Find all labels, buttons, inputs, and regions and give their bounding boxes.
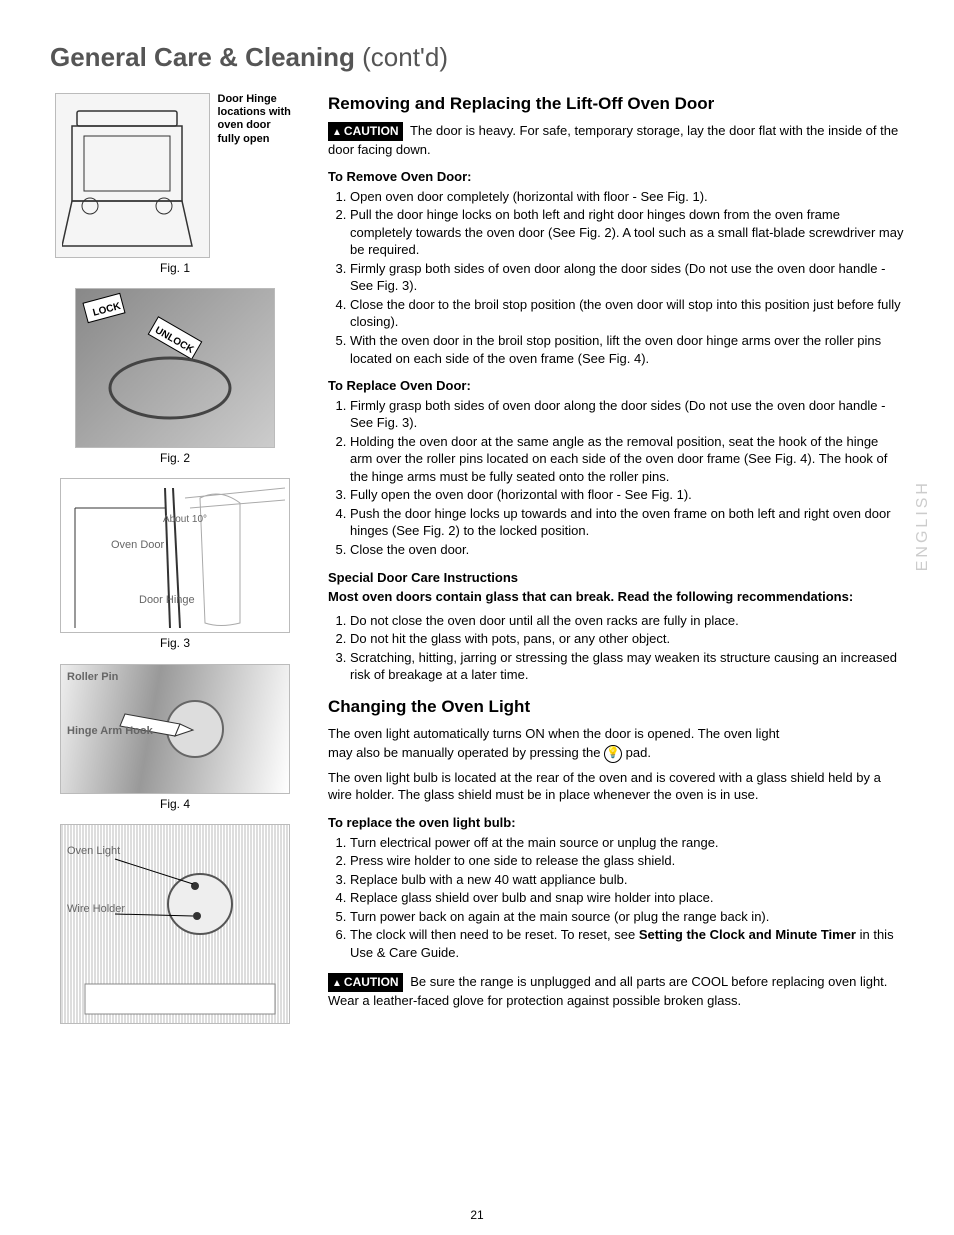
bulb-step6-a: The clock will then need to be reset. To… <box>350 927 639 942</box>
list-item: Replace glass shield over bulb and snap … <box>350 889 904 907</box>
content-columns: Door Hinge locations with oven door full… <box>50 93 904 1036</box>
list-item: Replace bulb with a new 40 watt applianc… <box>350 871 904 889</box>
list-item: Turn power back on again at the main sou… <box>350 908 904 926</box>
light-bulb-icon: 💡 <box>604 745 622 763</box>
special-steps-list: Do not close the oven door until all the… <box>328 612 904 684</box>
bulb-step6-bold: Setting the Clock and Minute Timer <box>639 927 856 942</box>
list-item: Firmly grasp both sides of oven door alo… <box>350 397 904 432</box>
figure-3-caption: Fig. 3 <box>160 635 190 651</box>
section2-p2: may also be manually operated by pressin… <box>328 744 904 763</box>
section2-caution-text: Be sure the range is unplugged and all p… <box>328 974 887 1008</box>
list-item: Fully open the oven door (horizontal wit… <box>350 486 904 504</box>
figure-4: Roller Pin Hinge Arm Hook Fig. 4 <box>50 664 300 812</box>
list-item: Scratching, hitting, jarring or stressin… <box>350 649 904 684</box>
list-item: Push the door hinge locks up towards and… <box>350 505 904 540</box>
section2-caution: CAUTION Be sure the range is unplugged a… <box>328 973 904 1009</box>
figure-1-image <box>55 93 210 258</box>
fig3-doorhinge-label: Door Hinge <box>139 594 195 606</box>
page-number: 21 <box>470 1207 483 1223</box>
replace-steps-list: Firmly grasp both sides of oven door alo… <box>328 397 904 559</box>
section2-p2b: pad. <box>626 745 651 760</box>
list-item: With the oven door in the broil stop pos… <box>350 332 904 367</box>
figure-4-caption: Fig. 4 <box>160 796 190 812</box>
special-bold-text: Most oven doors contain glass that can b… <box>328 588 904 606</box>
fig4-hingearm-label: Hinge Arm Hook <box>67 725 153 737</box>
section1-caution-text: The door is heavy. For safe, temporary s… <box>328 123 898 157</box>
section2-p2a: may also be manually operated by pressin… <box>328 745 604 760</box>
figure-2-image: LOCK UNLOCK <box>75 288 275 448</box>
page-title: General Care & Cleaning (cont'd) <box>50 40 904 75</box>
hinge-lock-icon: LOCK UNLOCK <box>80 288 270 448</box>
figure-3: About 10° Oven Door Door Hinge Fig. 3 <box>50 478 300 651</box>
figures-column: Door Hinge locations with oven door full… <box>50 93 300 1036</box>
list-item: Close the door to the broil stop positio… <box>350 296 904 331</box>
replace-heading: To Replace Oven Door: <box>328 377 904 395</box>
oven-diagram-icon <box>62 101 202 251</box>
text-column: Removing and Replacing the Lift-Off Oven… <box>328 93 904 1036</box>
remove-heading: To Remove Oven Door: <box>328 168 904 186</box>
fig5-ovenlight-label: Oven Light <box>67 845 120 857</box>
list-item: Firmly grasp both sides of oven door alo… <box>350 260 904 295</box>
section2-p1: The oven light automatically turns ON wh… <box>328 725 904 743</box>
figure-5-image: Oven Light Wire Holder <box>60 824 290 1024</box>
figure-2-caption: Fig. 2 <box>160 450 190 466</box>
list-item: Do not close the oven door until all the… <box>350 612 904 630</box>
figure-4-image: Roller Pin Hinge Arm Hook <box>60 664 290 794</box>
list-item: Do not hit the glass with pots, pans, or… <box>350 630 904 648</box>
figure-1-caption: Fig. 1 <box>160 260 190 276</box>
special-heading: Special Door Care Instructions <box>328 569 904 587</box>
list-item: The clock will then need to be reset. To… <box>350 926 904 961</box>
fig3-ovendoor-label: Oven Door <box>111 539 164 551</box>
language-side-label: ENGLISH <box>912 480 934 571</box>
figure-1-label: Door Hinge locations with oven door full… <box>218 93 296 146</box>
list-item: Press wire holder to one side to release… <box>350 852 904 870</box>
list-item: Pull the door hinge locks on both left a… <box>350 206 904 259</box>
figure-2: LOCK UNLOCK Fig. 2 <box>50 288 300 466</box>
caution-icon: CAUTION <box>328 122 403 141</box>
caution-icon: CAUTION <box>328 973 403 992</box>
fig3-about-label: About 10° <box>163 514 207 525</box>
door-angle-icon <box>65 478 285 633</box>
bulb-steps-list: Turn electrical power off at the main so… <box>328 834 904 962</box>
section2-heading: Changing the Oven Light <box>328 696 904 719</box>
section1-heading: Removing and Replacing the Lift-Off Oven… <box>328 93 904 116</box>
page-title-main: General Care & Cleaning <box>50 42 355 72</box>
bulb-heading: To replace the oven light bulb: <box>328 814 904 832</box>
fig5-wireholder-label: Wire Holder <box>67 903 125 915</box>
list-item: Turn electrical power off at the main so… <box>350 834 904 852</box>
remove-steps-list: Open oven door completely (horizontal wi… <box>328 188 904 367</box>
section2-p3: The oven light bulb is located at the re… <box>328 769 904 804</box>
figure-5: Oven Light Wire Holder <box>50 824 300 1024</box>
fig4-rollerpin-label: Roller Pin <box>67 671 118 683</box>
list-item: Close the oven door. <box>350 541 904 559</box>
list-item: Holding the oven door at the same angle … <box>350 433 904 486</box>
page-title-contd: (cont'd) <box>362 42 448 72</box>
section1-caution: CAUTION The door is heavy. For safe, tem… <box>328 122 904 158</box>
figure-3-image: About 10° Oven Door Door Hinge <box>60 478 290 633</box>
figure-1: Door Hinge locations with oven door full… <box>50 93 300 276</box>
list-item: Open oven door completely (horizontal wi… <box>350 188 904 206</box>
